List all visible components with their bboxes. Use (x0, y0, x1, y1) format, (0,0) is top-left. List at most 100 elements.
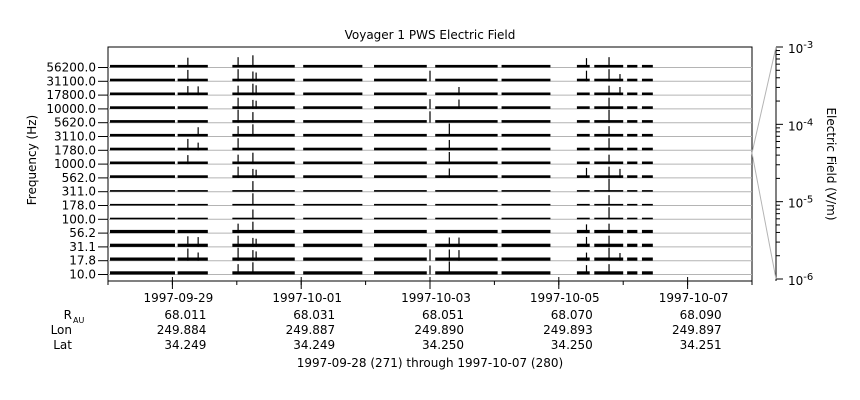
channel-data-trace (627, 271, 638, 275)
ephemeris-value: 249.884 (157, 323, 207, 337)
channel-data-trace (110, 64, 175, 68)
ephemeris-value: 249.893 (543, 323, 593, 337)
channel-data-trace (501, 133, 551, 137)
channel-data-trace (641, 133, 653, 137)
channel-data-trace (110, 133, 175, 137)
channel-data-trace (110, 217, 175, 220)
channel-data-trace (641, 243, 653, 247)
channel-data-trace (435, 203, 498, 206)
channel-data-trace (177, 190, 208, 192)
channel-data-trace (641, 147, 653, 151)
channel-data-trace (576, 217, 590, 220)
channel-data-trace (374, 92, 427, 96)
channel-data-trace (501, 229, 551, 234)
x-tick-label: 1997-10-01 (272, 291, 342, 305)
channel-data-trace (641, 175, 653, 178)
ephemeris-value: 68.031 (293, 308, 335, 322)
channel-data-trace (232, 78, 295, 82)
channel-data-trace (374, 217, 427, 220)
channel-data-trace (641, 78, 653, 82)
channel-data-trace (177, 229, 208, 234)
channel-data-trace (627, 133, 638, 137)
channel-data-trace (232, 271, 295, 275)
channel-data-trace (435, 120, 498, 123)
ephemeris-row-label: Lon (51, 323, 72, 337)
channel-data-trace (627, 203, 638, 206)
channel-data-trace (641, 92, 653, 96)
channel-data-trace (576, 147, 590, 151)
ephemeris-row-sublabel: AU (73, 316, 84, 325)
channel-data-trace (627, 147, 638, 151)
channel-data-trace (641, 229, 653, 234)
channel-data-trace (501, 147, 551, 151)
channel-data-trace (435, 257, 498, 261)
channel-data-trace (232, 229, 295, 234)
channel-tick-label: 10.0 (69, 268, 96, 282)
channel-data-trace (627, 229, 638, 234)
colorbar-tick-label: 10-6 (788, 272, 813, 288)
channel-data-trace (110, 203, 175, 206)
channel-tick-label: 562.0 (62, 171, 96, 185)
channel-tick-label: 10000.0 (46, 102, 96, 116)
channel-data-trace (232, 133, 295, 137)
channel-tick-label: 1780.0 (54, 143, 96, 157)
colorbar-tick-label: 10-5 (788, 195, 813, 211)
channel-data-trace (435, 106, 498, 109)
channel-data-trace (232, 161, 295, 165)
channel-data-trace (641, 257, 653, 261)
channel-data-trace (435, 92, 498, 96)
channel-data-trace (177, 271, 208, 275)
colorbar-axis: 10-3 10-4 10-5 10-6 (751, 40, 813, 288)
channel-data-trace (576, 161, 590, 165)
channel-data-trace (576, 190, 590, 192)
channel-data-trace (110, 120, 175, 123)
x-tick-label: 1997-10-03 (401, 291, 471, 305)
channel-data-trace (110, 257, 175, 261)
ephemeris-value: 68.090 (680, 308, 722, 322)
channel-data-trace (177, 175, 208, 178)
channel-tick-label: 178.0 (62, 199, 96, 213)
ephemeris-row-label: Lat (53, 338, 72, 352)
channel-data-trace (110, 229, 175, 234)
channel-data-trace (627, 78, 638, 82)
chart-title: Voyager 1 PWS Electric Field (345, 28, 516, 42)
channel-data-trace (374, 64, 427, 68)
channel-data-trace (177, 257, 208, 261)
channel-data-trace (435, 78, 498, 82)
channel-data-trace (177, 243, 208, 247)
channel-data-trace (303, 190, 363, 192)
channel-data-trace (501, 64, 551, 68)
channel-data-trace (232, 120, 295, 123)
y-axis-label: Frequency (Hz) (25, 115, 39, 206)
channel-data-trace (303, 243, 363, 247)
channel-data-trace (177, 147, 208, 151)
channel-data-trace (374, 257, 427, 261)
x-tick-label: 1997-10-07 (659, 291, 729, 305)
channel-data-trace (641, 271, 653, 275)
channel-data-trace (641, 203, 653, 206)
channel-data-trace (374, 271, 427, 275)
channel-data-trace (627, 243, 638, 247)
colorbar-tick-label: 10-4 (788, 117, 813, 133)
channel-data-trace (303, 175, 363, 178)
channel-data-trace (435, 217, 498, 220)
channel-data-trace (232, 147, 295, 151)
channel-tick-labels: 56200.031100.017800.010000.05620.03110.0… (46, 61, 108, 282)
channel-data-trace (576, 271, 590, 275)
channel-data-trace (627, 217, 638, 220)
channel-data-trace (501, 257, 551, 261)
channel-data-trace (232, 64, 295, 68)
channel-data-trace (177, 92, 208, 96)
channel-data-trace (501, 190, 551, 192)
channel-data-trace (110, 243, 175, 247)
channel-data-trace (435, 190, 498, 192)
channel-data-trace (501, 78, 551, 82)
ephemeris-value: 249.897 (672, 323, 722, 337)
ephemeris-value: 68.070 (551, 308, 593, 322)
channel-data-trace (627, 190, 638, 192)
channel-data-trace (641, 190, 653, 192)
channel-data-trace (374, 190, 427, 192)
channel-data-trace (110, 147, 175, 151)
channel-tick-label: 17800.0 (46, 88, 96, 102)
channel-data-trace (435, 133, 498, 137)
